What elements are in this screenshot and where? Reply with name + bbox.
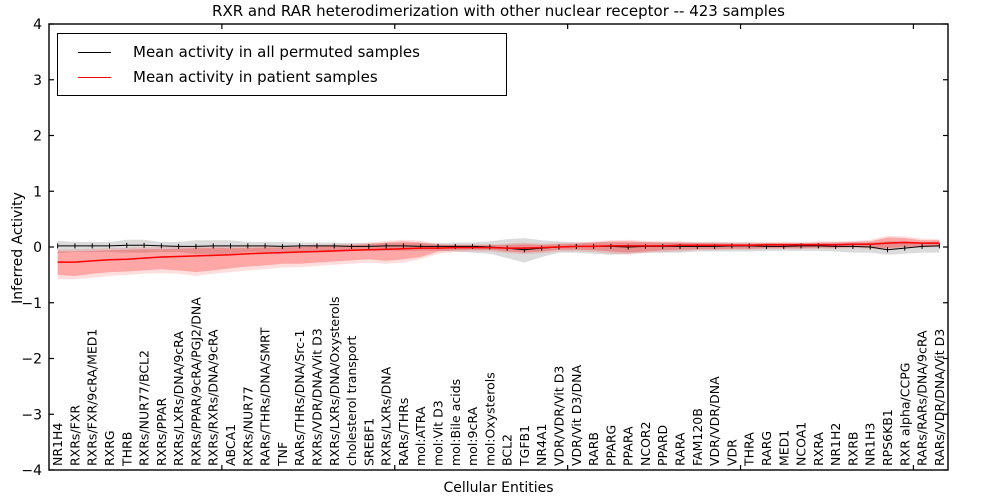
legend-line-sample-permuted — [78, 51, 111, 53]
y-tick-label: −4 — [21, 463, 42, 479]
x-tick-label: SREBF1 — [361, 418, 376, 466]
x-tick-label: RXRs/VDR/DNA/Vit D3 — [310, 328, 325, 466]
x-tick-label: RARG — [759, 431, 774, 466]
patient-mean-line — [57, 241, 940, 263]
x-tick-label: MED1 — [776, 430, 791, 466]
x-tick-label: RXRs/FXR — [67, 405, 82, 466]
y-tick-label: 2 — [33, 129, 42, 145]
x-axis-label: Cellular Entities — [443, 480, 554, 496]
y-tick-label: −2 — [21, 352, 42, 368]
x-tick-label: RXRs/NUR77/BCL2 — [137, 350, 152, 466]
permuted-band — [57, 238, 940, 263]
x-tick-label: RPS6KB1 — [880, 409, 895, 466]
x-tick-label: RXRs/LXRs/DNA/Oxysterols — [327, 296, 342, 466]
x-tick-label: RXRs/RXRs/DNA/9cRA — [206, 329, 221, 466]
y-tick-label: 1 — [33, 184, 42, 200]
x-tick-label: mol:Vit D3 — [431, 400, 446, 466]
x-tick-label: RXRs/FXR/9cRA/MED1 — [85, 329, 100, 466]
x-tick-label: RXR alpha/CCPG — [897, 363, 912, 466]
x-tick-label: RXRs/LXRs/DNA — [379, 366, 394, 466]
x-tick-label: mol:Oxysterols — [482, 372, 497, 466]
legend-item-permuted: Mean activity in all permuted samples — [58, 43, 506, 61]
x-tick-label: RARA — [673, 432, 688, 466]
x-tick-label: TNF — [275, 442, 290, 467]
x-tick-label: PPARA — [621, 426, 636, 466]
x-tick-label: RXRs/NUR77 — [240, 386, 255, 466]
legend-line-sample-patient — [78, 76, 111, 78]
x-tick-label: RXRs/PPAR — [154, 398, 169, 466]
x-tick-label: ABCA1 — [223, 424, 238, 466]
x-tick-label: RARs/THRs/DNA/Src-1 — [292, 330, 307, 466]
x-tick-label: THRA — [742, 432, 757, 467]
x-tick-label: VDR/VDR/Vit D3 — [552, 366, 567, 466]
x-tick-label: RXRG — [102, 430, 117, 466]
patient-band-inner — [57, 237, 940, 276]
legend: Mean activity in all permuted samples Me… — [57, 33, 507, 96]
x-tick-label: THRB — [119, 432, 134, 467]
y-tick-label: −3 — [21, 407, 42, 423]
x-tick-label: RXRA — [811, 432, 826, 466]
y-tick-label: 4 — [33, 17, 42, 33]
x-tick-label: RARs/RARs/DNA/9cRA — [915, 330, 930, 466]
x-tick-label: VDR/Vit D3/DNA — [569, 365, 584, 466]
x-tick-label: NR4A1 — [534, 424, 549, 467]
x-tick-label: mol:9cRA — [465, 406, 480, 466]
legend-item-patient: Mean activity in patient samples — [58, 68, 506, 86]
x-tick-label: RXRs/PPAR/9cRA/PGJ2/DNA — [189, 297, 204, 466]
x-tick-label: PPARD — [655, 425, 670, 466]
legend-label-patient: Mean activity in patient samples — [133, 68, 378, 86]
x-tick-label: NCOA1 — [794, 422, 809, 466]
y-axis-label: Inferred Activity — [10, 192, 26, 304]
x-tick-label: BCL2 — [500, 434, 515, 466]
y-tick-label: −1 — [21, 296, 42, 312]
x-tick-label: PPARG — [603, 425, 618, 466]
x-tick-label: VDR — [724, 439, 739, 466]
x-tick-label: RXRB — [845, 431, 860, 466]
legend-label-permuted: Mean activity in all permuted samples — [133, 43, 420, 61]
x-tick-label: NR1H4 — [50, 423, 65, 466]
x-tick-label: mol:ATRA — [413, 406, 428, 466]
x-tick-label: cholesterol transport — [344, 335, 359, 466]
x-tick-label: RARs/THRs/DNA/SMRT — [258, 327, 273, 466]
x-tick-label: NR1H3 — [863, 423, 878, 466]
chart-title: RXR and RAR heterodimerization with othe… — [212, 2, 785, 20]
x-tick-label: RXRs/LXRs/DNA/9cRA — [171, 331, 186, 466]
x-tick-label: RARB — [586, 432, 601, 466]
x-tick-label: NCOR2 — [638, 421, 653, 466]
y-tick-label: 3 — [33, 73, 42, 89]
x-tick-label: TGFB1 — [517, 425, 532, 467]
y-tick-label: 0 — [33, 240, 42, 256]
x-tick-label: RARs/VDR/DNA/Vit D3 — [932, 329, 947, 466]
x-tick-label: VDR/VDR/DNA — [707, 376, 722, 466]
x-tick-label: mol:Bile acids — [448, 379, 463, 466]
x-tick-label: NR1H2 — [828, 423, 843, 466]
x-tick-label: RARs/THRs — [396, 398, 411, 466]
x-tick-label: FAM120B — [690, 408, 705, 466]
